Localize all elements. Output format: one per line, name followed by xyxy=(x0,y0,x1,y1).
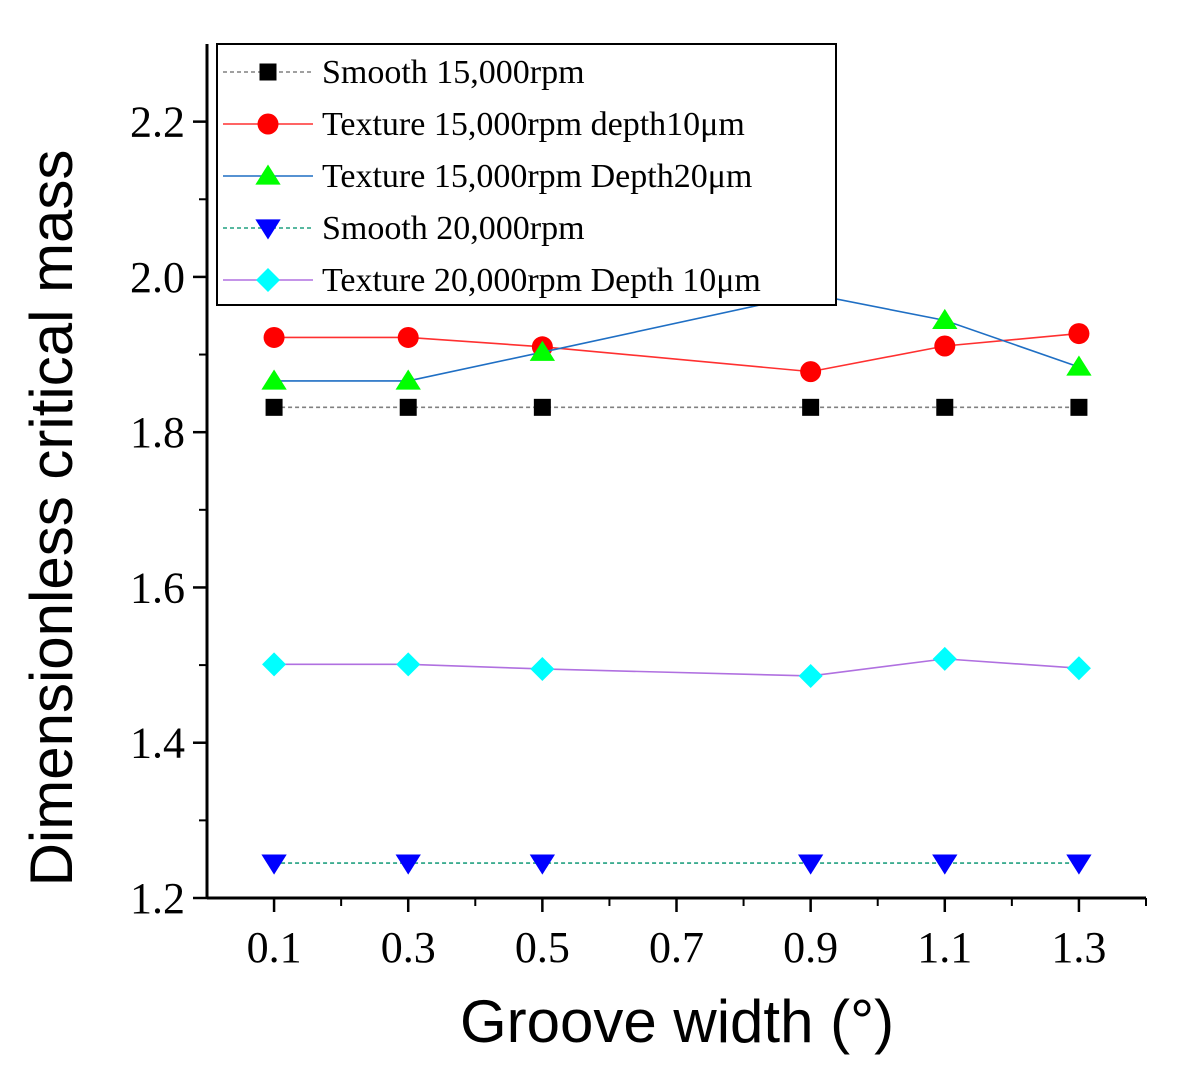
y-tick-label: 2.0 xyxy=(130,253,185,302)
series-line xyxy=(274,293,1080,382)
series-1 xyxy=(265,398,1088,416)
x-tick-label: 0.7 xyxy=(649,923,704,972)
legend-marker xyxy=(259,63,277,81)
legend-item: Smooth 20,000rpm xyxy=(223,210,585,247)
legend-label: Smooth 20,000rpm xyxy=(322,210,585,247)
series-line xyxy=(274,332,1080,373)
data-point xyxy=(802,398,820,416)
y-tick-label: 1.6 xyxy=(130,563,185,612)
data-point xyxy=(1068,323,1090,345)
legend-label: Smooth 15,000rpm xyxy=(322,54,585,91)
y-tick-label: 2.2 xyxy=(130,98,185,147)
y-axis-title: Dimensionless critical mass xyxy=(18,150,85,887)
data-point xyxy=(932,854,958,875)
data-point xyxy=(263,326,285,348)
data-point xyxy=(798,663,823,688)
data-point xyxy=(262,652,287,677)
data-point xyxy=(261,369,287,390)
y-tick-label: 1.8 xyxy=(130,408,185,457)
data-point xyxy=(529,340,556,361)
data-point xyxy=(395,369,421,390)
series-5 xyxy=(262,646,1091,688)
legend-item: Smooth 15,000rpm xyxy=(223,54,585,91)
x-tick-label: 0.5 xyxy=(515,923,570,972)
series-layer xyxy=(261,282,1092,875)
series-line xyxy=(274,658,1079,677)
data-point xyxy=(1066,854,1092,875)
legend-label: Texture 15,000rpm depth10μm xyxy=(322,106,745,143)
data-point xyxy=(800,361,822,383)
legend-label: Texture 15,000rpm Depth20μm xyxy=(322,158,752,195)
axes: 0.1 0.3 0.5 0.7 0.9 1.1 1.3 1.2 1.4 1.6 1.8 2.0 2.2 xyxy=(130,44,1147,972)
x-tick-label: 0.1 xyxy=(247,923,302,972)
series-4 xyxy=(261,854,1092,875)
data-point xyxy=(797,854,824,875)
legend-marker xyxy=(255,164,281,185)
legend-item: Texture 15,000rpm Depth20μm xyxy=(223,158,752,195)
data-point xyxy=(934,335,956,357)
data-point xyxy=(530,656,555,681)
legend: Smooth 15,000rpm Texture 15,000rpm depth1… xyxy=(216,43,837,306)
y-tick-label: 1.2 xyxy=(130,874,185,923)
data-point xyxy=(397,326,419,348)
data-point xyxy=(932,308,958,330)
data-point xyxy=(261,854,287,875)
data-point xyxy=(265,398,283,416)
data-point xyxy=(399,398,417,416)
x-axis-title: Groove width (°) xyxy=(460,988,894,1055)
data-point xyxy=(395,854,421,875)
data-point xyxy=(1070,398,1088,416)
y-tick-label: 1.4 xyxy=(130,719,185,768)
legend-item: Texture 20,000rpm Depth 10μm xyxy=(223,262,761,299)
legend-marker xyxy=(255,219,281,240)
x-tick-label: 1.1 xyxy=(917,923,972,972)
legend-marker xyxy=(256,268,280,292)
x-tick-label: 0.3 xyxy=(381,923,436,972)
x-tick-label: 0.9 xyxy=(783,923,838,972)
data-point xyxy=(932,646,957,671)
legend-box xyxy=(216,43,837,306)
legend-item: Texture 15,000rpm depth10μm xyxy=(223,106,745,143)
legend-label: Texture 20,000rpm Depth 10μm xyxy=(322,262,761,299)
data-point xyxy=(936,398,954,416)
x-tick-label: 1.3 xyxy=(1051,923,1106,972)
legend-marker xyxy=(257,113,279,135)
data-point xyxy=(1066,656,1091,681)
data-point xyxy=(529,854,556,875)
data-point xyxy=(396,652,421,677)
data-point xyxy=(1066,355,1092,376)
series-2 xyxy=(263,323,1090,383)
data-point xyxy=(533,398,551,416)
